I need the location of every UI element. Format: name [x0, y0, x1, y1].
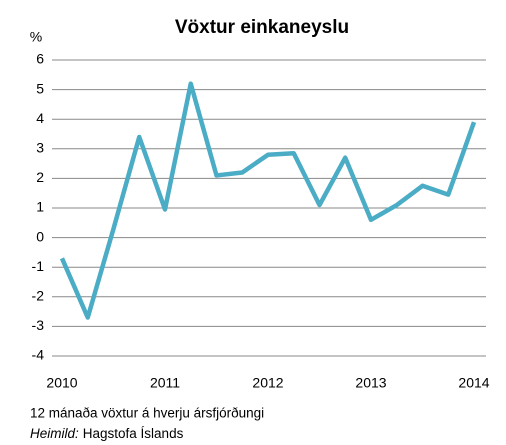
chart-title: Vöxtur einkaneyslu: [175, 17, 349, 38]
source-label: Heimild:: [30, 426, 79, 441]
y-tick-label: 4: [36, 110, 44, 126]
line-series: [59, 81, 477, 320]
y-tick-label: 6: [36, 51, 44, 67]
y-tick-label: -4: [32, 347, 45, 363]
y-tick-label: 5: [36, 80, 44, 96]
y-axis-label: %: [30, 29, 42, 45]
x-tick-label: 2014: [458, 375, 489, 391]
y-tick-label: 2: [36, 169, 44, 185]
x-tick-label: 2013: [355, 375, 386, 391]
x-tick-label: 2012: [252, 375, 283, 391]
note: 12 mánaða vöxtur á hverju ársfjórðungi: [30, 406, 264, 421]
x-tick-label: 2010: [46, 375, 77, 391]
y-tick-label: 3: [36, 140, 44, 156]
source: Heimild: Hagstofa Íslands: [30, 426, 184, 441]
y-tick-label: 0: [36, 228, 44, 244]
y-tick-label: -2: [32, 288, 45, 304]
y-tick-label: -1: [32, 258, 45, 274]
y-tick-label: 1: [36, 199, 44, 215]
y-tick-label: -3: [32, 317, 45, 333]
x-tick-label: 2011: [150, 375, 180, 391]
source-name: Hagstofa Íslands: [83, 426, 184, 441]
